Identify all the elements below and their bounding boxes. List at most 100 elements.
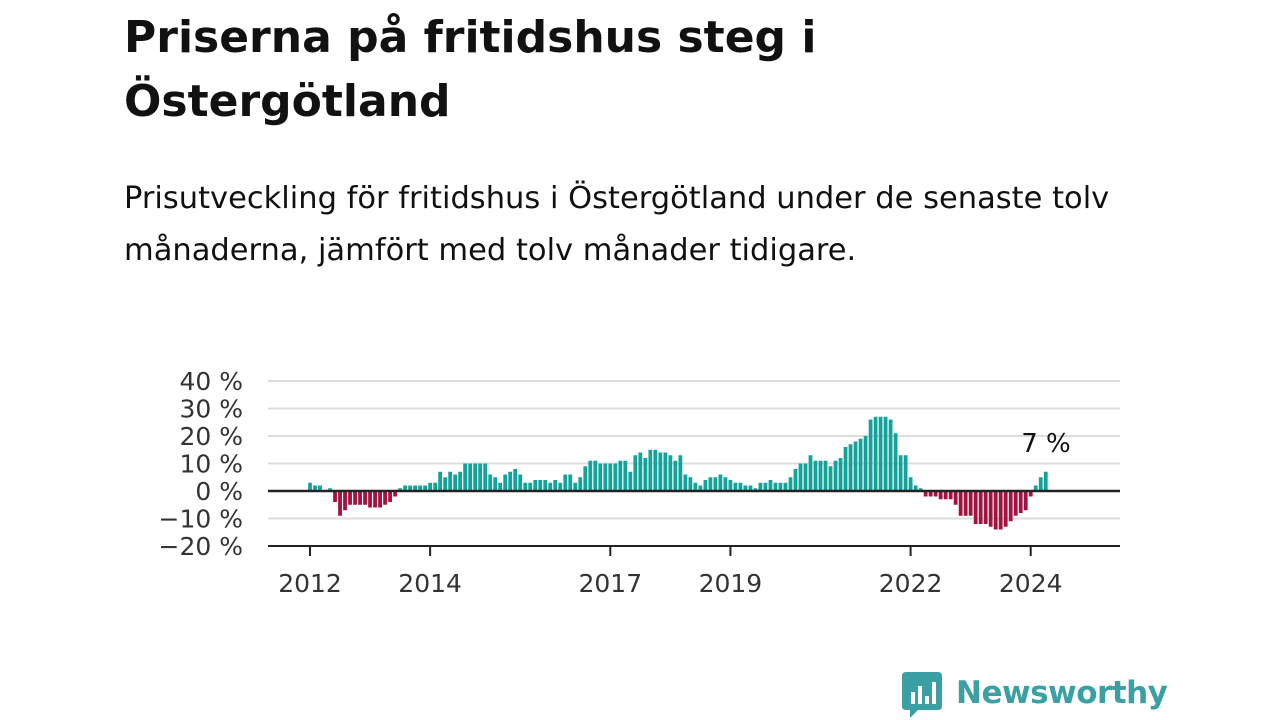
bar [743, 485, 748, 491]
chart-title: Priserna på fritidshus steg i Östergötla… [124, 12, 817, 127]
bar [783, 482, 788, 491]
bar [958, 491, 963, 516]
y-tick-label: 20 % [179, 422, 243, 451]
last-value-annotation: 7 % [1021, 429, 1071, 459]
x-tick-label: 2012 [278, 569, 342, 598]
bar [528, 482, 533, 491]
bar [968, 491, 973, 516]
bar [818, 460, 823, 491]
y-tick-label: 0 % [195, 477, 243, 506]
bar [738, 482, 743, 491]
x-axis-labels: 2012 2014 2017 2019 2022 2024 [278, 569, 1062, 598]
bar [368, 491, 372, 508]
bar [678, 455, 683, 491]
bar [1008, 491, 1013, 522]
x-tick-label: 2022 [879, 569, 943, 598]
bar [598, 463, 603, 491]
bar [608, 463, 613, 491]
bar [513, 469, 518, 491]
bar [803, 463, 808, 491]
bar [453, 474, 458, 491]
bar [328, 488, 332, 491]
bar [848, 444, 853, 491]
bar [588, 460, 593, 491]
bar [838, 458, 843, 491]
y-tick-label: 40 % [179, 367, 243, 396]
bar [533, 480, 538, 491]
bar [418, 485, 423, 491]
bar [628, 471, 633, 491]
bar [338, 491, 342, 516]
bar [793, 469, 798, 491]
bar [748, 485, 753, 491]
bar [683, 474, 688, 491]
bar [383, 491, 387, 505]
bar [758, 482, 763, 491]
bar [673, 460, 678, 491]
bar [633, 455, 638, 491]
bar [468, 463, 473, 491]
bar [918, 488, 923, 491]
bar [1023, 491, 1028, 511]
bar [668, 455, 673, 491]
x-tick-label: 2014 [398, 569, 462, 598]
bar [543, 480, 548, 491]
newsworthy-logo-text: Newsworthy [956, 675, 1168, 711]
bar [813, 460, 818, 491]
bar [398, 488, 402, 491]
bars [308, 416, 1048, 530]
y-tick-label: 10 % [179, 450, 243, 479]
bar [638, 452, 643, 491]
bar [903, 455, 908, 491]
y-tick-label: −10 % [159, 505, 243, 534]
bar [568, 474, 573, 491]
bar [698, 485, 703, 491]
bar [1043, 471, 1048, 491]
bar [503, 474, 508, 491]
bar [703, 480, 708, 491]
axes [268, 489, 1120, 556]
bar [308, 482, 312, 491]
bar [833, 460, 838, 491]
bar [623, 460, 628, 491]
bar [553, 480, 558, 491]
bar [853, 441, 858, 491]
bar [1033, 485, 1038, 491]
bar [798, 463, 803, 491]
bar [728, 480, 733, 491]
bar [933, 491, 938, 497]
bar [448, 471, 453, 491]
bar [1003, 491, 1008, 527]
x-tick-label: 2017 [578, 569, 642, 598]
bar [603, 463, 608, 491]
newsworthy-logo-icon [902, 672, 942, 718]
bar [988, 491, 993, 527]
bar [878, 416, 883, 491]
bar [688, 477, 693, 491]
bar [733, 482, 738, 491]
y-tick-label: −20 % [159, 532, 243, 561]
bar [478, 463, 483, 491]
bar [858, 438, 863, 491]
bar [538, 480, 543, 491]
bar [523, 482, 528, 491]
bar [348, 491, 352, 505]
bar [563, 474, 568, 491]
bar [458, 471, 463, 491]
bar [908, 477, 913, 491]
bar [953, 491, 958, 505]
bar [423, 485, 428, 491]
bar [873, 416, 878, 491]
bar [438, 471, 443, 491]
bar [613, 463, 618, 491]
bar [498, 482, 503, 491]
bar [863, 436, 868, 491]
bar [913, 485, 918, 491]
bar [1038, 477, 1043, 491]
chart-subtitle: Prisutveckling för fritidshus i Östergöt… [124, 181, 1110, 268]
bar [343, 491, 347, 511]
bar [413, 485, 418, 491]
annotations: 7 % [1021, 429, 1071, 459]
bar [763, 482, 768, 491]
